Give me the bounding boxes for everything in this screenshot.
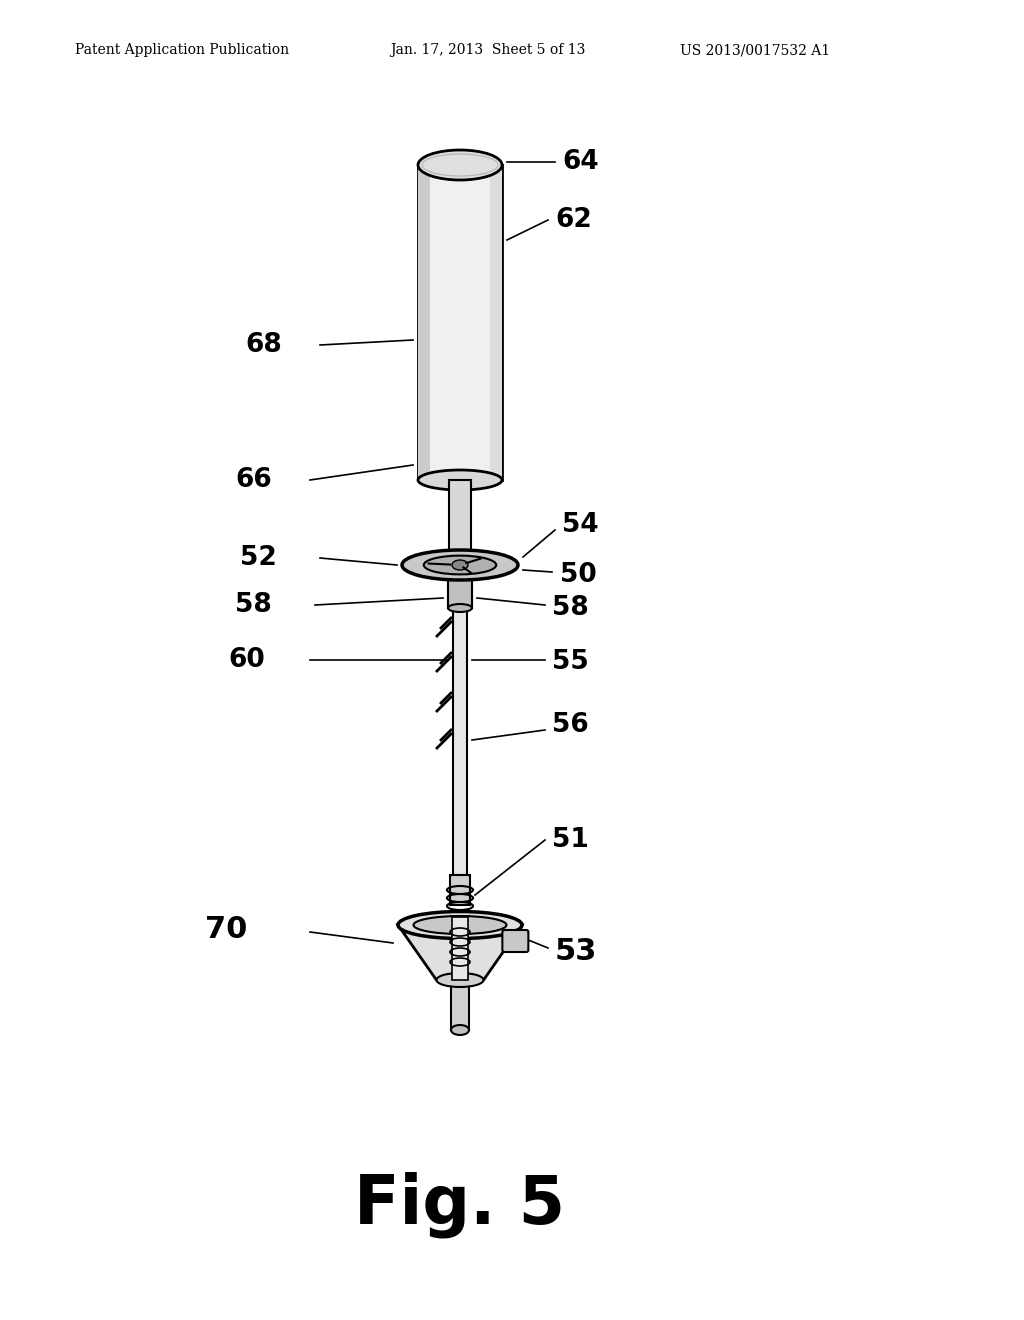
Bar: [450, 875, 470, 906]
Ellipse shape: [449, 605, 472, 612]
Ellipse shape: [452, 560, 468, 570]
Bar: [449, 480, 471, 560]
Ellipse shape: [424, 556, 497, 574]
Text: 64: 64: [562, 149, 599, 176]
Ellipse shape: [436, 973, 483, 987]
Ellipse shape: [418, 470, 502, 490]
Ellipse shape: [402, 550, 518, 579]
Bar: [452, 917, 468, 979]
Bar: [418, 165, 502, 480]
Text: 58: 58: [552, 595, 589, 620]
Text: Jan. 17, 2013  Sheet 5 of 13: Jan. 17, 2013 Sheet 5 of 13: [390, 44, 586, 57]
Polygon shape: [398, 925, 522, 979]
Ellipse shape: [418, 150, 502, 180]
Ellipse shape: [398, 912, 522, 939]
Text: 62: 62: [555, 207, 592, 234]
Text: 58: 58: [234, 591, 271, 618]
Bar: [453, 609, 467, 875]
Bar: [490, 165, 502, 480]
Text: 68: 68: [245, 333, 282, 358]
Text: Fig. 5: Fig. 5: [354, 1172, 565, 1238]
Text: 66: 66: [234, 467, 271, 492]
FancyBboxPatch shape: [503, 931, 528, 952]
Text: 53: 53: [555, 937, 597, 966]
Text: 50: 50: [560, 562, 597, 587]
Text: 54: 54: [562, 512, 599, 539]
Text: 51: 51: [552, 828, 589, 853]
Text: 52: 52: [240, 545, 276, 572]
Text: 56: 56: [552, 711, 589, 738]
Ellipse shape: [451, 1026, 469, 1035]
Text: 60: 60: [228, 647, 265, 673]
Text: 70: 70: [205, 916, 248, 945]
Bar: [418, 165, 430, 480]
Text: 55: 55: [552, 649, 589, 675]
Text: Patent Application Publication: Patent Application Publication: [75, 44, 289, 57]
Text: US 2013/0017532 A1: US 2013/0017532 A1: [680, 44, 830, 57]
Bar: [449, 579, 472, 609]
Ellipse shape: [414, 916, 507, 935]
Bar: [451, 979, 469, 1030]
